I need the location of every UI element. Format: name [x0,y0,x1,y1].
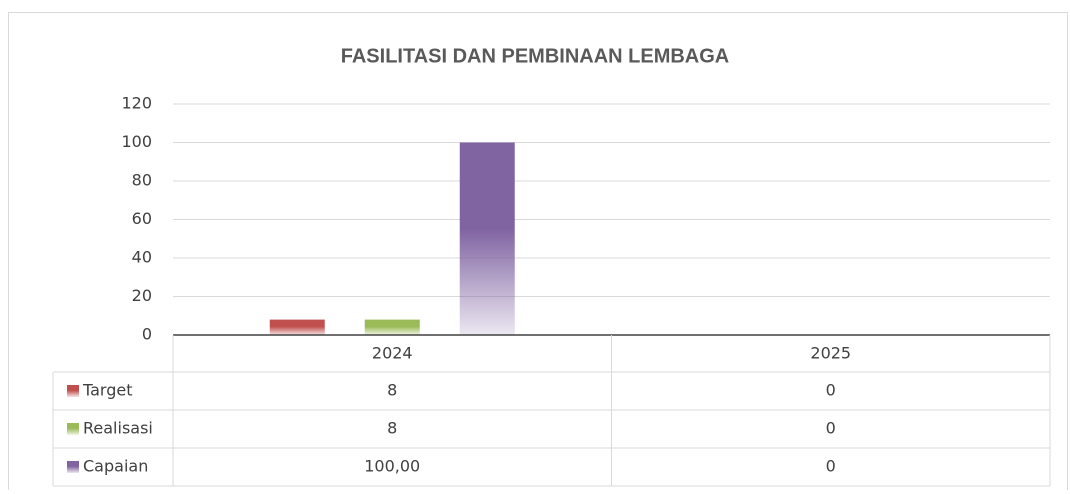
table-value: 8 [387,381,397,400]
y-tick-label: 100 [121,132,152,151]
table-value: 0 [826,419,836,438]
y-tick-label: 120 [121,94,152,113]
chart-frame [8,12,1068,493]
table-value: 8 [387,419,397,438]
y-tick-label: 20 [132,286,152,305]
table-value: 100,00 [364,457,420,476]
legend-swatch [67,461,79,473]
bar [269,319,325,335]
bar [364,319,420,335]
legend-swatch [67,385,79,397]
table-value: 0 [826,457,836,476]
legend-label: Target [82,381,133,400]
legend-label: Realisasi [83,419,153,438]
y-tick-label: 80 [132,171,152,190]
x-tick-label: 2025 [810,344,851,363]
x-tick-label: 2024 [372,344,413,363]
bar [459,142,515,335]
table-value: 0 [826,381,836,400]
legend-label: Capaian [83,457,148,476]
y-tick-label: 60 [132,209,152,228]
legend-swatch [67,423,79,435]
y-tick-label: 40 [132,248,152,267]
y-tick-label: 0 [142,325,152,344]
chart-title: FASILITASI DAN PEMBINAAN LEMBAGA [341,45,730,67]
